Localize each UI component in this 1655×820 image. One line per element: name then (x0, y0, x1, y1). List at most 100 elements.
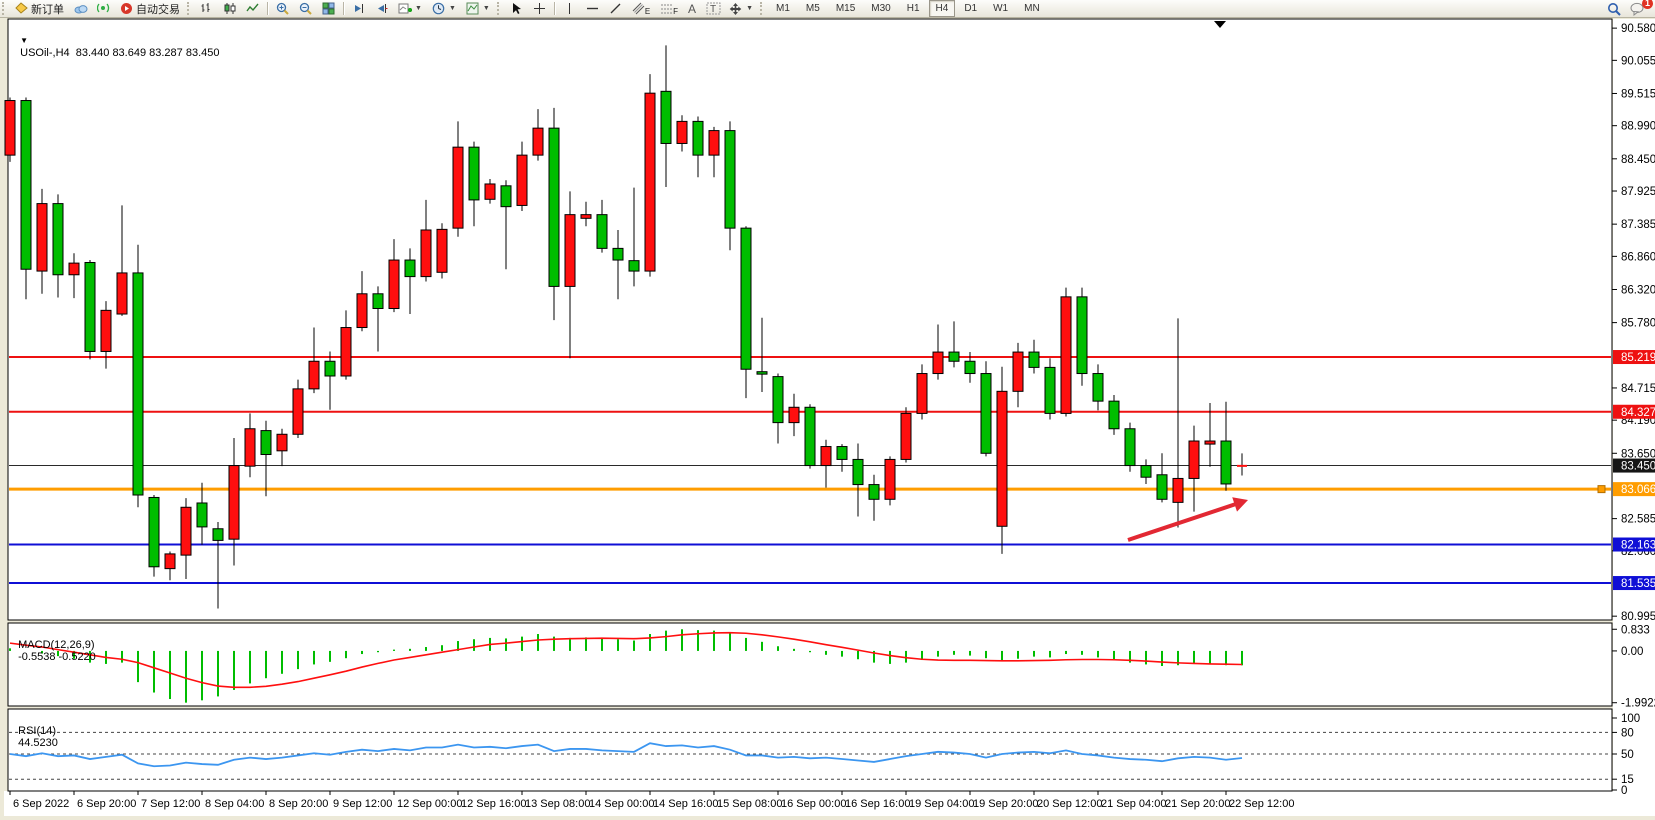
toolbar-grip[interactable] (2, 2, 8, 15)
candle-body[interactable] (724, 130, 736, 229)
candle-body[interactable] (820, 446, 832, 467)
candle-body[interactable] (1092, 373, 1104, 402)
candle-body[interactable] (804, 406, 816, 467)
bar-chart-button[interactable] (195, 1, 218, 16)
periods-button[interactable]: ▼ (427, 1, 461, 16)
annotation-arrow-head[interactable] (1232, 497, 1248, 512)
candle-body[interactable] (452, 146, 464, 229)
shift-marker-icon[interactable] (1214, 21, 1226, 28)
candle-body[interactable] (308, 360, 320, 390)
candle-body[interactable] (564, 214, 576, 287)
candle-body[interactable] (180, 506, 192, 556)
auto-trading-button[interactable]: 自动交易 (115, 1, 185, 16)
candle-body[interactable] (84, 261, 96, 352)
toolbar-grip-4[interactable] (760, 2, 766, 15)
candle-body[interactable] (196, 502, 208, 528)
candle-body[interactable] (900, 412, 912, 460)
text-tool-button[interactable]: A (683, 1, 701, 16)
candle-body[interactable] (420, 229, 432, 278)
zoom-out-button[interactable] (294, 1, 317, 16)
candle-body[interactable] (212, 528, 224, 541)
macd-panel[interactable] (7, 622, 1613, 707)
horizontal-line-tool-button[interactable] (581, 1, 604, 16)
timeframe-m1[interactable]: M1 (776, 3, 790, 14)
candle-body[interactable] (4, 100, 16, 156)
candle-body[interactable] (596, 214, 608, 249)
candle-body[interactable] (1156, 474, 1168, 500)
mql5-cloud-button[interactable] (69, 1, 92, 16)
hline-handle[interactable] (1597, 485, 1606, 494)
candle-body[interactable] (916, 373, 928, 414)
candle-body[interactable] (276, 433, 288, 452)
templates-button[interactable]: ▼ (461, 1, 495, 16)
candle-body[interactable] (1108, 400, 1120, 430)
candle-body[interactable] (996, 390, 1008, 527)
candle-body[interactable] (340, 327, 352, 377)
candle-body[interactable] (548, 127, 560, 287)
candle-body[interactable] (1172, 477, 1184, 503)
candle-body[interactable] (436, 228, 448, 273)
candle-body[interactable] (148, 496, 160, 568)
toolbar-grip-2[interactable] (187, 2, 193, 15)
candle-body[interactable] (356, 293, 368, 329)
candle-body[interactable] (1012, 351, 1024, 392)
fibonacci-tool-button[interactable]: F (655, 1, 683, 16)
timeframe-m30[interactable]: M30 (871, 3, 891, 14)
candle-body[interactable] (500, 185, 512, 208)
candle-body[interactable] (1060, 296, 1072, 414)
candle-body[interactable] (932, 351, 944, 375)
vertical-line-tool-button[interactable] (558, 1, 581, 16)
candle-body[interactable] (948, 351, 960, 362)
candle-body[interactable] (404, 259, 416, 278)
candle-body[interactable] (1044, 366, 1056, 414)
timeframe-h1[interactable]: H1 (906, 3, 920, 14)
search-icon[interactable] (1607, 2, 1621, 16)
candle-body[interactable] (244, 428, 256, 467)
candle-body[interactable] (228, 465, 240, 540)
candle-body[interactable] (52, 203, 64, 276)
new-order-button[interactable]: 新订单 (10, 1, 69, 16)
line-chart-button[interactable] (241, 1, 264, 16)
candle-body[interactable] (292, 388, 304, 435)
candle-body[interactable] (692, 120, 704, 156)
rsi-panel[interactable] (7, 708, 1613, 792)
channel-tool-button[interactable]: E (627, 1, 655, 16)
candle-body[interactable] (1220, 440, 1232, 485)
chart-shift-button[interactable] (370, 1, 393, 16)
timeframe-m15[interactable]: M15 (835, 3, 856, 14)
candle-body[interactable] (100, 309, 112, 352)
candle-body[interactable] (324, 360, 336, 377)
candle-body[interactable] (532, 127, 544, 156)
candle-body[interactable] (884, 458, 896, 500)
candle-body[interactable] (468, 146, 480, 201)
candle-body[interactable] (852, 458, 864, 486)
candle-body[interactable] (1204, 440, 1216, 445)
candle-body[interactable] (132, 272, 144, 496)
candle-body[interactable] (372, 293, 384, 310)
arrows-tool-button[interactable]: ▼ (724, 1, 758, 16)
label-tool-button[interactable]: T (701, 1, 724, 16)
timeframe-w1[interactable]: W1 (993, 3, 1009, 14)
candle-body[interactable] (676, 120, 688, 144)
crosshair-tool-button[interactable] (528, 1, 551, 16)
candle-body[interactable] (772, 376, 784, 424)
candle-body[interactable] (388, 259, 400, 310)
candle-body[interactable] (788, 406, 800, 424)
candle-body[interactable] (116, 272, 128, 315)
toolbar-grip-3[interactable] (496, 2, 503, 15)
candle-body[interactable] (1076, 296, 1088, 375)
candle-body[interactable] (836, 446, 848, 460)
trendline-tool-button[interactable] (604, 1, 627, 16)
candle-body[interactable] (580, 214, 592, 219)
candle-body[interactable] (868, 484, 880, 500)
timeframe-d1[interactable]: D1 (964, 3, 978, 14)
timeframe-mn[interactable]: MN (1024, 3, 1040, 14)
candle-body[interactable] (612, 247, 624, 261)
candle-body[interactable] (964, 360, 976, 375)
candle-body[interactable] (740, 227, 752, 370)
main-panel[interactable] (7, 18, 1613, 621)
auto-scroll-button[interactable] (347, 1, 370, 16)
candle-body[interactable] (68, 262, 80, 276)
indicators-button[interactable]: ▼ (393, 1, 427, 16)
